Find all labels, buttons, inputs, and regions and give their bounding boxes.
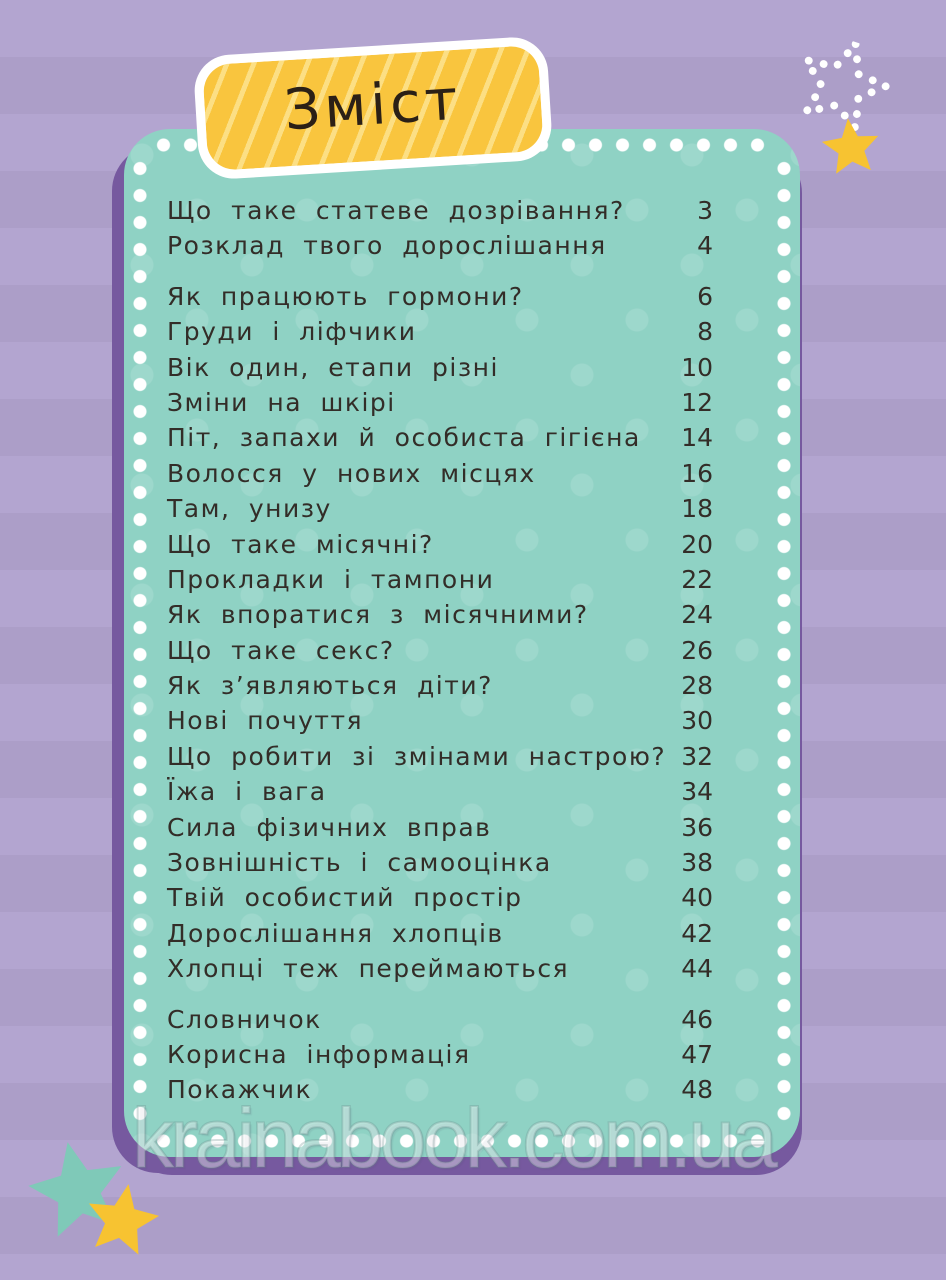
toc-item-label: Хлопці теж переймаються bbox=[167, 954, 570, 984]
toc-item: Розклад твого дорослішання 4 bbox=[167, 228, 713, 263]
toc-item: Там, унизу 18 bbox=[167, 491, 713, 526]
toc-item: Зміни на шкірі 12 bbox=[167, 385, 713, 420]
dotted-border-right bbox=[777, 155, 791, 1131]
toc-item-label: Словничок bbox=[167, 1004, 322, 1034]
toc-item-label: Що таке місячні? bbox=[167, 529, 434, 559]
toc-item-page-number: 8 bbox=[697, 317, 713, 347]
dotted-border-left bbox=[133, 155, 147, 1131]
title-banner: Зміст bbox=[192, 35, 554, 181]
toc-item-page-number: 4 bbox=[697, 231, 713, 261]
toc-item-page-number: 14 bbox=[681, 423, 713, 453]
toc-item-label: Корисна інформація bbox=[167, 1039, 471, 1069]
toc-item-label: Дорослішання хлопців bbox=[167, 918, 504, 948]
toc-item: Покажчик 48 bbox=[167, 1072, 713, 1107]
toc-item: Як впоратися з місячними? 24 bbox=[167, 597, 713, 632]
toc-item: Словничок 46 bbox=[167, 1002, 713, 1037]
contents-panel: Що таке статеве дозрівання? 3 Розклад твог… bbox=[124, 129, 800, 1157]
toc-item-page-number: 24 bbox=[681, 600, 713, 630]
toc-item: Дорослішання хлопців 42 bbox=[167, 916, 713, 951]
toc-item-page-number: 28 bbox=[681, 671, 713, 701]
toc-item-page-number: 16 bbox=[681, 458, 713, 488]
toc-item-label: Нові почуття bbox=[167, 706, 364, 736]
toc-item-page-number: 44 bbox=[681, 954, 713, 984]
toc-item: Корисна інформація 47 bbox=[167, 1037, 713, 1072]
toc-item-label: Як впоратися з місячними? bbox=[167, 600, 589, 630]
toc-list: Що таке статеве дозрівання? 3 Розклад твог… bbox=[167, 193, 713, 1108]
dotted-border-bottom bbox=[150, 1134, 774, 1148]
toc-item: Прокладки і тампони 22 bbox=[167, 562, 713, 597]
toc-item: Нові почуття 30 bbox=[167, 703, 713, 738]
toc-item-page-number: 40 bbox=[681, 883, 713, 913]
toc-item-label: Зовнішність і самооцінка bbox=[167, 848, 552, 878]
toc-item: Що таке місячні? 20 bbox=[167, 527, 713, 562]
toc-item-page-number: 30 bbox=[681, 706, 713, 736]
toc-item: Їжа і вага 34 bbox=[167, 774, 713, 809]
toc-item: Як працюють гормони? 6 bbox=[167, 279, 713, 314]
toc-item: Піт, запахи й особиста гігієна 14 bbox=[167, 420, 713, 455]
toc-item-page-number: 22 bbox=[681, 564, 713, 594]
toc-item-label: Їжа і вага bbox=[167, 777, 327, 807]
toc-item: Волосся у нових місцях 16 bbox=[167, 456, 713, 491]
toc-item-label: Що таке статеве дозрівання? bbox=[167, 196, 625, 225]
toc-item-label: Що робити зі змінами настрою? bbox=[167, 741, 667, 771]
toc-item-label: Твій особистий простір bbox=[167, 883, 523, 913]
toc-item-label: Вік один, етапи різні bbox=[167, 352, 499, 382]
watermark: krainabook.com.ua bbox=[131, 1091, 779, 1185]
toc-item-label: Як з’являються діти? bbox=[167, 671, 493, 701]
toc-item: Вік один, етапи різні 10 bbox=[167, 350, 713, 385]
toc-item-page-number: 38 bbox=[681, 848, 713, 878]
toc-item-label: Покажчик bbox=[167, 1075, 313, 1105]
toc-item-label: Розклад твого дорослішання bbox=[167, 231, 607, 261]
toc-item-label: Що таке секс? bbox=[167, 635, 395, 665]
toc-item: Сила фізичних вправ 36 bbox=[167, 810, 713, 845]
toc-group: Що таке статеве дозрівання? 3 Розклад твог… bbox=[167, 193, 713, 264]
toc-item-label: Сила фізичних вправ bbox=[167, 812, 492, 842]
toc-item-page-number: 46 bbox=[681, 1004, 713, 1034]
toc-item-page-number: 20 bbox=[681, 529, 713, 559]
toc-item-page-number: 3 bbox=[697, 196, 713, 225]
toc-item-page-number: 34 bbox=[681, 777, 713, 807]
page-title: Зміст bbox=[282, 67, 464, 144]
toc-item-label: Зміни на шкірі bbox=[167, 387, 396, 417]
toc-group: Словничок 46 Корисна інформація 47 Покажчик 4… bbox=[167, 1002, 713, 1108]
toc-item-label: Прокладки і тампони bbox=[167, 564, 495, 594]
toc-item: Хлопці теж переймаються 44 bbox=[167, 951, 713, 986]
toc-group: Як працюють гормони? 6 Груди і ліфчики 8 Вік… bbox=[167, 279, 713, 987]
toc-item-page-number: 42 bbox=[681, 918, 713, 948]
toc-item-label: Волосся у нових місцях bbox=[167, 458, 536, 488]
toc-item: Зовнішність і самооцінка 38 bbox=[167, 845, 713, 880]
toc-item-label: Груди і ліфчики bbox=[167, 317, 417, 347]
toc-item-page-number: 10 bbox=[681, 352, 713, 382]
toc-item-page-number: 18 bbox=[681, 494, 713, 524]
toc-item: Груди і ліфчики 8 bbox=[167, 314, 713, 349]
yellow-star-icon bbox=[817, 113, 885, 183]
title-banner-inner: Зміст bbox=[202, 44, 544, 172]
toc-item-page-number: 48 bbox=[681, 1075, 713, 1105]
toc-item-label: Там, унизу bbox=[167, 494, 332, 524]
toc-item-label: Як працюють гормони? bbox=[167, 281, 524, 311]
toc-item-label: Піт, запахи й особиста гігієна bbox=[167, 423, 641, 453]
toc-item-page-number: 36 bbox=[681, 812, 713, 842]
toc-item-page-number: 47 bbox=[681, 1039, 713, 1069]
toc-item: Що таке статеве дозрівання? 3 bbox=[167, 193, 713, 228]
toc-item-page-number: 12 bbox=[681, 387, 713, 417]
toc-item-page-number: 26 bbox=[681, 635, 713, 665]
toc-item: Як з’являються діти? 28 bbox=[167, 668, 713, 703]
dotted-outline-star-icon bbox=[781, 27, 903, 145]
yellow-star-icon bbox=[76, 1176, 168, 1267]
toc-item-page-number: 32 bbox=[681, 741, 713, 771]
toc-item: Твій особистий простір 40 bbox=[167, 880, 713, 915]
toc-item: Що таке секс? 26 bbox=[167, 633, 713, 668]
toc-item-page-number: 6 bbox=[697, 281, 713, 311]
toc-item: Що робити зі змінами настрою? 32 bbox=[167, 739, 713, 774]
